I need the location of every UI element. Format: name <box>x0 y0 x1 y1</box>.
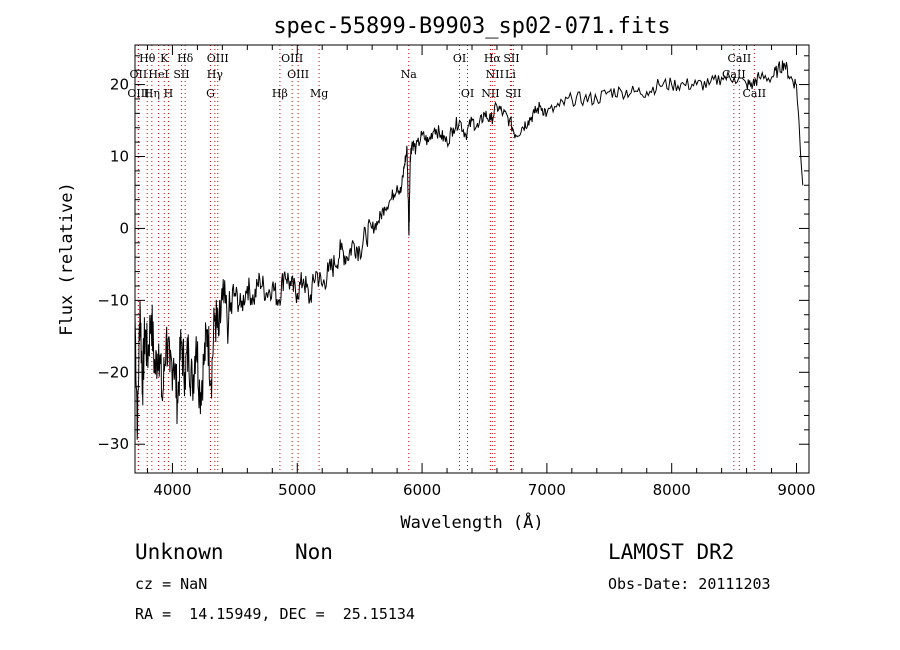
line-label-11: SII <box>173 68 189 81</box>
spectrum-line <box>134 60 804 440</box>
line-label-6: Hα <box>484 52 502 65</box>
x-tick-label: 9000 <box>777 481 815 499</box>
x-tick-label: 5000 <box>278 481 316 499</box>
x-tick-label: 6000 <box>403 481 441 499</box>
line-label-4: OIII <box>281 52 303 65</box>
line-label-2: Hδ <box>177 52 194 65</box>
line-label-3: OIII <box>207 52 229 65</box>
y-tick-label: 20 <box>110 76 129 94</box>
line-label-22: Hβ <box>272 87 288 100</box>
coordinates-label: RA = 14.15949, DEC = 25.15134 <box>135 605 415 623</box>
x-tick-label: 7000 <box>528 481 566 499</box>
chart-title: spec-55899-B9903_sp02-071.fits <box>273 14 670 39</box>
line-label-14: Na <box>401 68 418 81</box>
line-label-15: NII <box>486 68 504 81</box>
x-tick-label: 8000 <box>653 481 691 499</box>
y-tick-label: −10 <box>97 291 129 309</box>
y-tick-label: 0 <box>119 219 129 237</box>
line-label-7: SII <box>503 52 519 65</box>
y-axis-label: Flux (relative) <box>57 182 77 336</box>
x-axis-label: Wavelength (Å) <box>400 511 543 533</box>
line-label-0: Hθ <box>139 52 156 65</box>
x-tick-label: 4000 <box>153 481 191 499</box>
line-label-12: Hγ <box>207 68 224 81</box>
line-label-13: OIII <box>287 68 309 81</box>
class-label: Unknown <box>135 540 224 564</box>
survey-label: LAMOST DR2 <box>608 540 735 564</box>
line-label-21: G <box>206 87 215 100</box>
line-label-9: OII <box>130 68 148 81</box>
line-label-16: Li <box>505 68 516 81</box>
line-label-8: CaII <box>728 52 752 65</box>
subclass-label: Non <box>295 540 333 564</box>
line-label-25: NII <box>481 87 499 100</box>
y-tick-label: 10 <box>110 147 129 165</box>
line-label-19: Hη <box>144 87 160 100</box>
line-label-20: H <box>164 87 174 100</box>
line-label-1: K <box>160 52 169 65</box>
obs-date-label: Obs-Date: 20111203 <box>608 575 771 593</box>
line-label-24: OI <box>461 87 474 100</box>
y-tick-label: −30 <box>97 435 129 453</box>
x-axis-ticks: 4000 5000 6000 7000 8000 9000 <box>146 45 816 499</box>
plot-frame <box>134 44 810 474</box>
y-axis-ticks: −30 −20 −10 0 10 20 <box>97 55 809 453</box>
spectral-line-markers <box>137 45 755 473</box>
line-label-27: CaII <box>742 87 766 100</box>
line-label-23: Mg <box>310 87 328 100</box>
redshift-label: cz = NaN <box>135 575 208 593</box>
line-label-10: HeI <box>148 68 168 81</box>
line-label-5: OI <box>453 52 466 65</box>
line-label-18: OIII <box>127 87 149 100</box>
line-label-26: SII <box>505 87 521 100</box>
spectrum-series <box>134 60 804 440</box>
y-tick-label: −20 <box>97 363 129 381</box>
